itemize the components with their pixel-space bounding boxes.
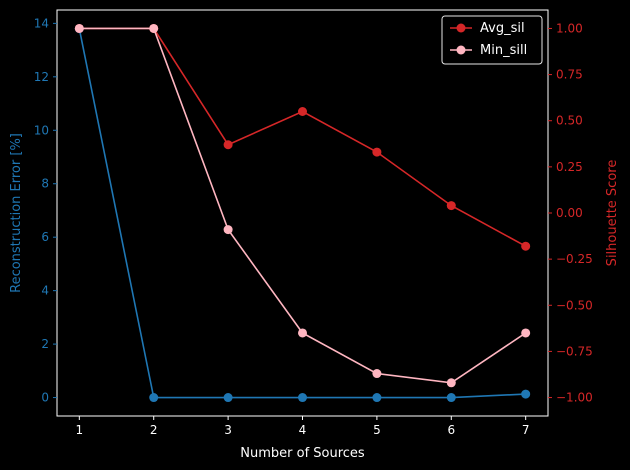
- legend: Avg_sil Min_sill: [441, 15, 543, 65]
- x-tick-label: 1: [75, 423, 83, 437]
- data-point: [149, 23, 159, 33]
- data-point: [298, 393, 307, 403]
- data-point: [446, 201, 456, 211]
- x-tick-label: 3: [224, 423, 232, 437]
- data-point: [521, 328, 531, 338]
- legend-marker: [456, 45, 466, 55]
- data-point: [149, 393, 159, 403]
- left-y-tick-label: 4: [41, 284, 49, 298]
- right-y-tick-label: −0.75: [556, 344, 593, 358]
- data-point: [521, 241, 531, 251]
- right-y-tick-label: 0.75: [556, 68, 583, 82]
- right-y-axis-title: Silhouette Score: [605, 160, 620, 267]
- data-point: [223, 393, 233, 403]
- data-point: [298, 328, 307, 338]
- data-point: [223, 140, 233, 150]
- left-y-axis-title: Reconstruction Error [%]: [9, 133, 24, 293]
- x-axis-title: Number of Sources: [240, 446, 365, 461]
- x-tick-label: 5: [373, 423, 381, 437]
- right-y-tick-label: −0.50: [556, 298, 593, 312]
- x-tick-label: 6: [447, 423, 455, 437]
- left-y-tick-label: 12: [34, 70, 49, 84]
- data-point: [298, 107, 307, 116]
- data-point: [372, 393, 382, 403]
- data-point: [521, 389, 531, 399]
- data-point: [372, 369, 382, 379]
- left-y-tick-label: 10: [34, 123, 49, 137]
- axes-layer: 1 2 3 4 5 6 702468101214−1.00−0.75−0.50−0.250.…: [34, 9, 593, 437]
- data-point: [74, 23, 84, 33]
- legend-marker: [456, 23, 466, 33]
- data-point: [372, 147, 382, 157]
- series-layer: [74, 23, 531, 403]
- left-y-tick-label: 8: [41, 177, 49, 191]
- x-tick-label: 2: [150, 423, 158, 437]
- right-y-tick-label: 1.00: [556, 21, 583, 35]
- right-y-tick-label: −1.00: [556, 391, 593, 405]
- data-point: [446, 378, 456, 388]
- right-y-tick-label: −0.25: [556, 252, 593, 266]
- left-y-tick-label: 2: [41, 337, 49, 351]
- data-point: [223, 225, 233, 235]
- data-point: [446, 393, 456, 403]
- left-y-tick-label: 14: [34, 16, 49, 30]
- legend-label: Avg_sil: [480, 21, 525, 36]
- x-tick-label: 4: [299, 423, 307, 437]
- left-y-tick-label: 0: [41, 391, 49, 405]
- right-y-tick-label: 0.00: [556, 206, 583, 220]
- right-y-tick-label: 0.50: [556, 114, 583, 128]
- left-y-tick-label: 6: [41, 230, 49, 244]
- x-tick-label: 7: [522, 423, 530, 437]
- right-y-tick-label: 0.25: [556, 160, 583, 174]
- legend-label: Min_sill: [480, 43, 527, 58]
